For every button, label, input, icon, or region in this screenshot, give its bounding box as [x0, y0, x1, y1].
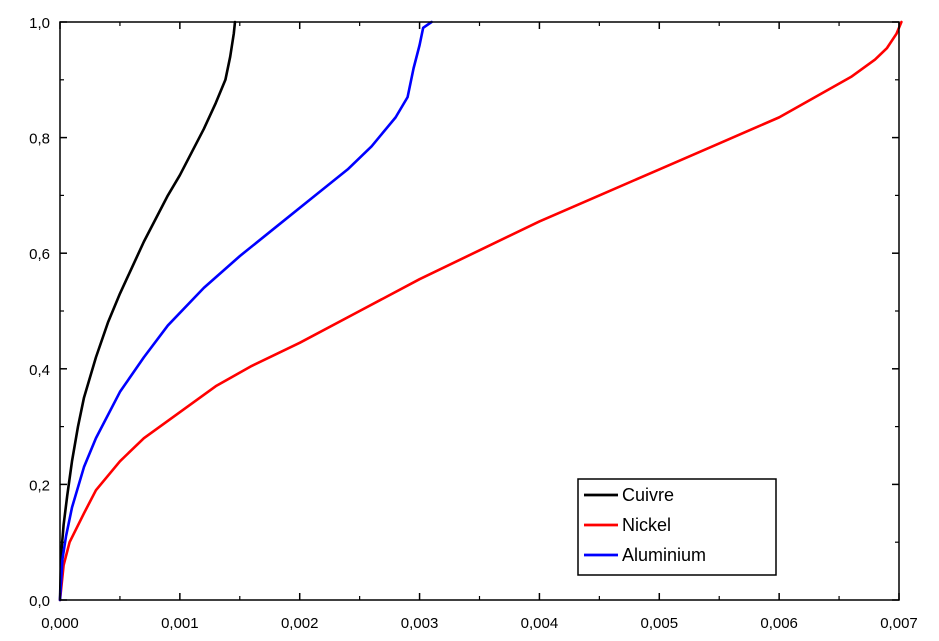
legend-label-nickel: Nickel: [622, 515, 671, 535]
legend-label-aluminium: Aluminium: [622, 545, 706, 565]
x-tick-label: 0,003: [401, 615, 439, 632]
y-tick-label: 0,8: [29, 131, 50, 148]
series-layer: [58, 20, 903, 602]
x-tick-label: 0,001: [161, 615, 199, 632]
y-tick-label: 1,0: [29, 15, 50, 32]
ticks-layer: 0,000 0,001 0,002 0,003 0,004 0,005 0,006 0,007…: [29, 15, 918, 632]
x-tick-label: 0,004: [521, 615, 559, 632]
x-tick-label: 0,005: [641, 615, 679, 632]
series-line-nickel: [58, 20, 903, 602]
x-tick-label: 0,000: [41, 615, 79, 632]
series-line-cuivre: [58, 20, 237, 602]
x-tick-label: 0,007: [880, 615, 918, 632]
legend: Cuivre Nickel Aluminium: [577, 478, 777, 576]
y-tick-label: 0,4: [29, 362, 50, 379]
y-tick-label: 0,6: [29, 246, 50, 263]
legend-label-cuivre: Cuivre: [622, 485, 674, 505]
x-tick-label: 0,002: [281, 615, 319, 632]
y-tick-label: 0,2: [29, 477, 50, 494]
x-tick-label: 0,006: [760, 615, 798, 632]
series-line-aluminium: [58, 20, 433, 602]
y-tick-label: 0,0: [29, 593, 50, 610]
